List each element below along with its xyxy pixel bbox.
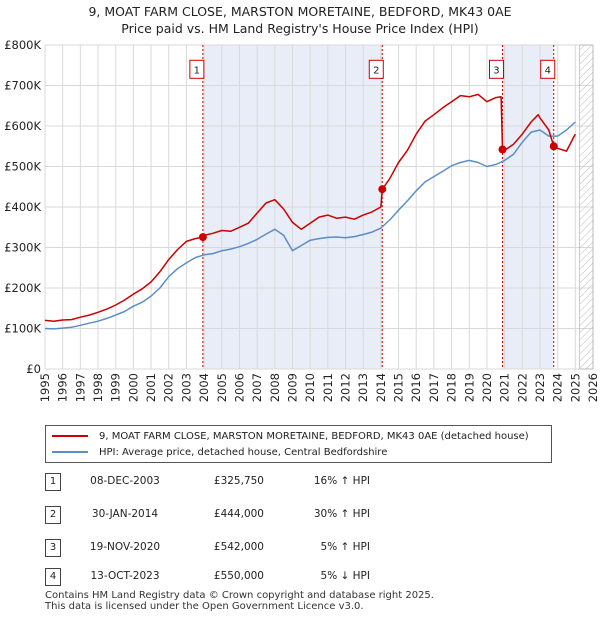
footer-licence: This data is licensed under the Open Gov… bbox=[45, 601, 364, 612]
y-tick-label: £600K bbox=[4, 119, 41, 133]
x-tick-label: 2010 bbox=[303, 373, 317, 402]
sale-hpi-change: 30% ↑ HPI bbox=[313, 508, 370, 520]
y-tick-label: £700K bbox=[4, 79, 41, 93]
x-tick-label: 2019 bbox=[462, 373, 476, 402]
price-chart: 1 2 3 4 £0 £100K £200K £300K £400K £500K £600K £700… bbox=[4, 38, 600, 402]
x-tick-label: 2026 bbox=[586, 373, 600, 402]
table-row: 4 13-OCT-2023 £550,000 5% ↓ HPI bbox=[0, 568, 600, 588]
x-tick-label: 1998 bbox=[91, 373, 105, 402]
x-tick-label: 2003 bbox=[179, 373, 193, 402]
sale-number-marker-label: 4 bbox=[545, 65, 551, 76]
hpi-series-line bbox=[44, 121, 576, 330]
sale-hpi-change: 5% ↓ HPI bbox=[320, 570, 370, 582]
sale-number-marker-label: 2 bbox=[373, 65, 379, 76]
y-tick-label: £500K bbox=[4, 160, 41, 174]
sale-point bbox=[498, 145, 507, 154]
legend-line-red bbox=[52, 435, 88, 437]
sale-number-marker bbox=[488, 59, 504, 79]
x-tick-label: 2018 bbox=[445, 373, 459, 402]
x-tick-label: 2009 bbox=[285, 373, 299, 402]
y-tick-label: £200K bbox=[4, 281, 41, 295]
x-tick-label: 2025 bbox=[568, 373, 582, 402]
y-tick-label: £300K bbox=[4, 241, 41, 255]
legend-item-property: 9, MOAT FARM CLOSE, MARSTON MORETAINE, B… bbox=[52, 429, 529, 443]
x-tick-label: 2004 bbox=[197, 373, 211, 402]
legend-label-property: 9, MOAT FARM CLOSE, MARSTON MORETAINE, B… bbox=[99, 430, 529, 442]
y-tick-label: £800K bbox=[4, 38, 41, 52]
sale-price: £325,750 bbox=[213, 475, 264, 487]
x-tick-label: 2008 bbox=[268, 373, 282, 402]
x-tick-label: 1996 bbox=[56, 373, 70, 402]
table-row: 2 30-JAN-2014 £444,000 30% ↑ HPI bbox=[0, 506, 600, 526]
x-tick-label: 1995 bbox=[38, 373, 52, 402]
sale-date: 08-DEC-2003 bbox=[90, 475, 160, 487]
x-tick-label: 2001 bbox=[144, 373, 158, 402]
sale-number-badge: 4 bbox=[45, 568, 61, 586]
x-tick-label: 2024 bbox=[551, 373, 565, 402]
sale-point bbox=[198, 233, 207, 242]
sale-number-badge: 3 bbox=[45, 539, 61, 557]
sale-price: £444,000 bbox=[213, 508, 264, 520]
sale-hpi-change: 5% ↑ HPI bbox=[320, 541, 370, 553]
x-tick-label: 2007 bbox=[250, 373, 264, 402]
x-tick-label: 2016 bbox=[409, 373, 423, 402]
x-tick-label: 1999 bbox=[109, 373, 123, 402]
x-tick-label: 1997 bbox=[73, 373, 87, 402]
x-tick-label: 2022 bbox=[515, 373, 529, 402]
y-tick-label: £0 bbox=[26, 362, 41, 376]
x-tick-label: 2012 bbox=[339, 373, 353, 402]
sale-date: 19-NOV-2020 bbox=[89, 541, 161, 553]
x-tick-label: 2002 bbox=[162, 373, 176, 402]
x-tick-label: 2006 bbox=[232, 373, 246, 402]
x-tick-label: 2011 bbox=[321, 373, 335, 402]
x-tick-label: 2015 bbox=[392, 373, 406, 402]
x-tick-label: 2023 bbox=[533, 373, 547, 402]
sale-number-marker bbox=[540, 59, 556, 79]
sale-number-badge: 2 bbox=[45, 506, 61, 524]
table-row: 1 08-DEC-2003 £325,750 16% ↑ HPI bbox=[0, 473, 600, 493]
legend-line-blue bbox=[52, 451, 88, 453]
footer-copyright: Contains HM Land Registry data © Crown c… bbox=[45, 590, 434, 601]
y-tick-label: £100K bbox=[4, 322, 41, 336]
sale-price: £542,000 bbox=[213, 541, 264, 553]
x-tick-label: 2014 bbox=[374, 373, 388, 402]
sale-number-marker-label: 1 bbox=[194, 65, 200, 76]
x-tick-label: 2017 bbox=[427, 373, 441, 402]
y-tick-label: £400K bbox=[4, 200, 41, 214]
x-tick-label: 2021 bbox=[498, 373, 512, 402]
sale-number-marker bbox=[189, 59, 205, 79]
sale-point bbox=[549, 142, 558, 151]
chart-subtitle: Price paid vs. HM Land Registry's House … bbox=[121, 21, 479, 36]
chart-legend: 9, MOAT FARM CLOSE, MARSTON MORETAINE, B… bbox=[45, 425, 552, 463]
legend-item-hpi: HPI: Average price, detached house, Cent… bbox=[52, 445, 387, 459]
x-tick-label: 2000 bbox=[126, 373, 140, 402]
chart-title: 9, MOAT FARM CLOSE, MARSTON MORETAINE, B… bbox=[88, 4, 512, 19]
x-tick-label: 2020 bbox=[480, 373, 494, 402]
x-tick-label: 2013 bbox=[356, 373, 370, 402]
sale-number-badge: 1 bbox=[45, 473, 61, 491]
table-row: 3 19-NOV-2020 £542,000 5% ↑ HPI bbox=[0, 539, 600, 559]
sale-number-marker bbox=[368, 59, 384, 79]
sale-point bbox=[378, 185, 387, 194]
x-tick-label: 2005 bbox=[215, 373, 229, 402]
sale-date: 13-OCT-2023 bbox=[90, 570, 160, 582]
legend-label-hpi: HPI: Average price, detached house, Cent… bbox=[99, 446, 388, 458]
forecast-hatch-region bbox=[579, 44, 594, 370]
sale-hpi-change: 16% ↑ HPI bbox=[313, 475, 370, 487]
sale-number-marker-label: 3 bbox=[493, 65, 499, 76]
sale-date: 30-JAN-2014 bbox=[91, 508, 159, 520]
sale-price: £550,000 bbox=[213, 570, 264, 582]
